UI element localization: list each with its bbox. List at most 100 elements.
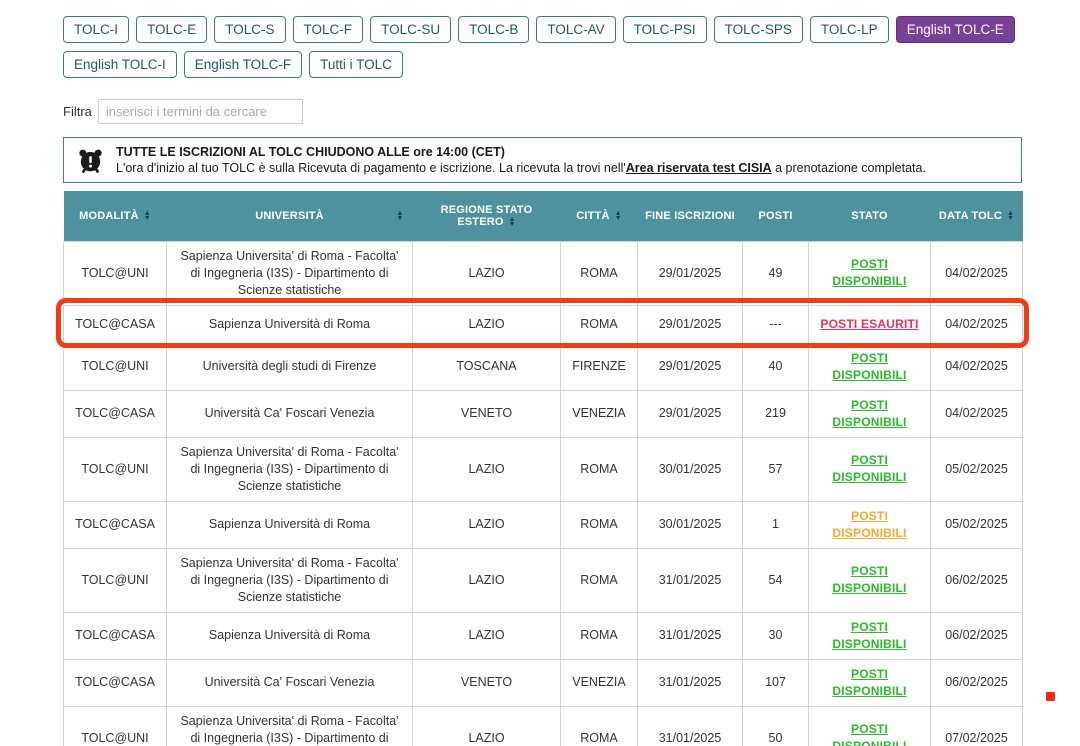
status-link[interactable]: POSTI DISPONIBILI [832, 453, 907, 484]
filter-button-tolc-lp[interactable]: TOLC-LP [809, 16, 889, 43]
status-link[interactable]: POSTI ESAURITI [820, 316, 919, 331]
cell-stato: POSTI DISPONIBILI [808, 611, 931, 660]
cell-posti: 107 [742, 658, 809, 707]
table-row: TOLC@CASA Università Ca' Foscari Venezia V… [63, 658, 1023, 707]
column-label: FINE ISCRIZIONI [645, 209, 735, 222]
filter-button-tolc-f[interactable]: TOLC-F [292, 16, 364, 43]
cell-data-tolc: 04/02/2025 [930, 389, 1023, 438]
cell-stato: POSTI DISPONIBILI [808, 705, 931, 746]
table-row: TOLC@UNI Sapienza Universita' di Roma - F… [63, 436, 1023, 502]
filter-button-tolc-i[interactable]: TOLC-I [63, 16, 130, 43]
column-label: DATA TOLC [938, 209, 1002, 222]
column-label: CITTÀ [576, 209, 610, 222]
status-link[interactable]: POSTI DISPONIBILI [832, 508, 907, 540]
filter-button-tolc-b[interactable]: TOLC-B [458, 16, 530, 43]
column-header-regione-stato-estero[interactable]: REGIONE STATO ESTERO ▲ ▼ [412, 191, 561, 241]
cell-data-tolc: 06/02/2025 [930, 611, 1023, 660]
filter-button-tolc-sps[interactable]: TOLC-SPS [713, 16, 803, 43]
cell-data-tolc: 05/02/2025 [930, 436, 1023, 502]
filter-button-english-tolc-e[interactable]: English TOLC-E [895, 16, 1015, 43]
cell-citta: ROMA [560, 240, 638, 306]
area-riservata-link[interactable]: Area riservata test CISIA [625, 161, 772, 175]
filter-button-tolc-su[interactable]: TOLC-SU [370, 16, 452, 43]
sort-icon: ▲ ▼ [396, 209, 404, 222]
alert-title: TUTTE LE ISCRIZIONI AL TOLC CHIUDONO ALL… [116, 145, 505, 159]
status-link[interactable]: POSTI DISPONIBILI [832, 666, 907, 698]
cell-universita: Università Ca' Foscari Venezia [166, 658, 413, 707]
cell-modalita: TOLC@UNI [63, 436, 167, 502]
status-link[interactable]: POSTI DISPONIBILI [832, 350, 907, 382]
cell-stato: POSTI DISPONIBILI [808, 389, 931, 438]
cell-universita: Università degli studi di Firenze [166, 342, 413, 391]
cell-stato: POSTI DISPONIBILI [808, 500, 931, 549]
filter-button-tolc-e[interactable]: TOLC-E [136, 16, 208, 43]
column-header-città[interactable]: CITTÀ ▲ ▼ [560, 191, 638, 241]
cell-fine-iscrizioni: 30/01/2025 [637, 500, 743, 549]
cell-citta: VENEZIA [560, 389, 638, 438]
cell-citta: ROMA [560, 436, 638, 502]
cell-regione: VENETO [412, 389, 561, 438]
table-row: TOLC@CASA Sapienza Università di Roma LAZI… [63, 304, 1023, 344]
filter-button-tolc-s[interactable]: TOLC-S [214, 16, 286, 43]
tolc-sessions-table: MODALITÀ ▲ ▼ UNIVERSITÀ ▲ ▼ REGIONE STATO ESTE… [63, 191, 1023, 746]
cell-fine-iscrizioni: 29/01/2025 [637, 389, 743, 438]
cell-regione: LAZIO [412, 705, 561, 746]
cell-regione: TOSCANA [412, 342, 561, 391]
table-row: TOLC@UNI Sapienza Universita' di Roma - F… [63, 705, 1023, 746]
alarm-clock-icon [77, 147, 104, 174]
table-row: TOLC@UNI Università degli studi di Firenz… [63, 342, 1023, 391]
sort-icon: ▲ ▼ [143, 209, 151, 222]
table-header-row: MODALITÀ ▲ ▼ UNIVERSITÀ ▲ ▼ REGIONE STATO ESTE… [63, 191, 1023, 241]
cell-modalita: TOLC@CASA [63, 389, 167, 438]
column-label: UNIVERSITÀ [255, 209, 324, 222]
cell-regione: LAZIO [412, 240, 561, 306]
cell-universita: Sapienza Universita' di Roma - Facolta' … [166, 705, 413, 746]
filter-button-english-tolc-f[interactable]: English TOLC-F [183, 51, 303, 78]
cell-regione: VENETO [412, 658, 561, 707]
cell-regione: LAZIO [412, 304, 561, 344]
cell-fine-iscrizioni: 29/01/2025 [637, 240, 743, 306]
cell-modalita: TOLC@CASA [63, 304, 167, 344]
column-label: STATO [851, 209, 888, 222]
column-header-posti: POSTI [742, 191, 809, 241]
cell-universita: Sapienza Universita' di Roma - Facolta' … [166, 240, 413, 306]
status-link[interactable]: POSTI DISPONIBILI [832, 257, 907, 288]
cell-data-tolc: 04/02/2025 [930, 342, 1023, 391]
cell-posti: 49 [742, 240, 809, 306]
cell-data-tolc: 06/02/2025 [930, 547, 1023, 613]
cell-universita: Sapienza Università di Roma [166, 611, 413, 660]
cell-posti: 54 [742, 547, 809, 613]
cell-citta: VENEZIA [560, 658, 638, 707]
status-link[interactable]: POSTI DISPONIBILI [832, 397, 907, 429]
cell-universita: Università Ca' Foscari Venezia [166, 389, 413, 438]
cell-citta: ROMA [560, 611, 638, 660]
cell-stato: POSTI DISPONIBILI [808, 436, 931, 502]
cell-citta: FIRENZE [560, 342, 638, 391]
filter-bar: Filtra [63, 99, 1022, 124]
table-row: TOLC@CASA Università Ca' Foscari Venezia V… [63, 389, 1023, 438]
status-link[interactable]: POSTI DISPONIBILI [832, 619, 907, 651]
filter-button-tolc-psi[interactable]: TOLC-PSI [622, 16, 707, 43]
column-header-modalità[interactable]: MODALITÀ ▲ ▼ [63, 191, 167, 241]
column-header-data-tolc[interactable]: DATA TOLC ▲ ▼ [930, 191, 1023, 241]
cell-universita: Sapienza Università di Roma [166, 500, 413, 549]
filter-button-english-tolc-i[interactable]: English TOLC-I [63, 51, 177, 78]
cell-data-tolc: 04/02/2025 [930, 240, 1023, 306]
cell-universita: Sapienza Universita' di Roma - Facolta' … [166, 547, 413, 613]
alert-text: TUTTE LE ISCRIZIONI AL TOLC CHIUDONO ALL… [116, 144, 926, 176]
column-label: REGIONE STATO ESTERO [440, 203, 533, 228]
filter-button-tolc-av[interactable]: TOLC-AV [536, 16, 616, 43]
cell-data-tolc: 06/02/2025 [930, 658, 1023, 707]
cell-fine-iscrizioni: 29/01/2025 [637, 304, 743, 344]
cell-fine-iscrizioni: 31/01/2025 [637, 658, 743, 707]
status-link[interactable]: POSTI DISPONIBILI [832, 564, 907, 595]
filter-input[interactable] [97, 99, 303, 124]
column-header-università[interactable]: UNIVERSITÀ ▲ ▼ [166, 191, 413, 241]
cell-fine-iscrizioni: 31/01/2025 [637, 705, 743, 746]
table-row: TOLC@UNI Sapienza Universita' di Roma - F… [63, 240, 1023, 306]
filter-button-tutti-i-tolc[interactable]: Tutti i TOLC [309, 51, 403, 78]
cell-regione: LAZIO [412, 547, 561, 613]
status-link[interactable]: POSTI DISPONIBILI [832, 722, 907, 746]
click-marker-annotation [1046, 692, 1055, 701]
